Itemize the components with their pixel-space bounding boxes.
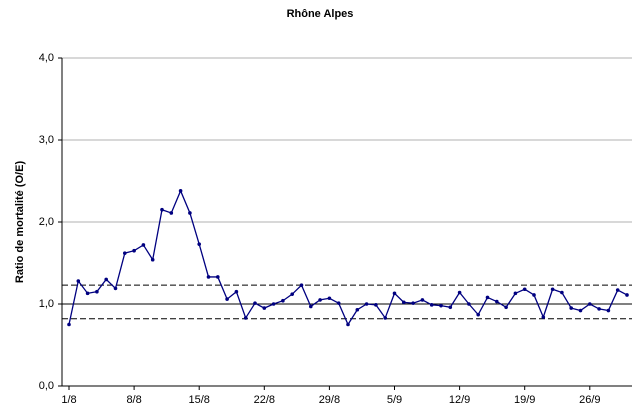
- point: [550, 287, 555, 292]
- point: [132, 248, 136, 253]
- point: [476, 312, 481, 317]
- y-tick-label: 1,0: [39, 298, 54, 310]
- point: [346, 322, 350, 327]
- point: [364, 302, 369, 306]
- point: [504, 305, 508, 310]
- point: [290, 292, 295, 296]
- point: [309, 304, 313, 309]
- point: [569, 306, 573, 310]
- point: [76, 279, 81, 283]
- point: [522, 287, 527, 292]
- point: [411, 301, 415, 305]
- point: [253, 301, 257, 305]
- point: [160, 207, 164, 212]
- point: [178, 189, 183, 193]
- point: [104, 277, 108, 282]
- x-tick-label: 29/8: [319, 394, 340, 406]
- x-tick-label: 12/9: [449, 394, 470, 406]
- point: [597, 307, 601, 311]
- y-axis-label: Ratio de mortalité (O/E): [14, 161, 26, 284]
- point: [485, 295, 490, 300]
- point: [439, 303, 443, 308]
- point: [392, 291, 397, 296]
- point: [169, 211, 174, 215]
- point: [188, 211, 192, 215]
- y-tick-label: 0,0: [39, 380, 54, 392]
- point: [532, 293, 536, 297]
- point: [457, 290, 462, 295]
- point: [625, 293, 629, 297]
- point: [448, 305, 453, 310]
- point: [513, 291, 518, 296]
- point: [299, 283, 304, 287]
- chart-title: Rhône Alpes: [287, 8, 354, 20]
- y-tick-label: 2,0: [39, 216, 54, 228]
- point: [243, 316, 248, 320]
- point: [615, 288, 620, 292]
- point: [467, 302, 471, 306]
- point: [402, 300, 406, 305]
- point: [541, 315, 546, 319]
- point: [281, 298, 285, 303]
- point: [420, 298, 425, 302]
- point: [606, 308, 611, 313]
- point: [197, 242, 201, 246]
- x-tick-label: 26/9: [579, 394, 600, 406]
- x-tick-label: 8/8: [126, 394, 141, 406]
- point: [113, 286, 118, 291]
- x-tick-label: 19/9: [514, 394, 535, 406]
- point: [67, 322, 71, 327]
- y-tick-label: 3,0: [39, 134, 54, 146]
- point: [123, 251, 127, 255]
- point: [271, 302, 276, 306]
- point: [318, 298, 322, 302]
- point: [206, 275, 211, 279]
- point: [578, 308, 583, 313]
- point: [336, 301, 341, 305]
- point: [225, 297, 229, 301]
- point: [383, 316, 388, 320]
- y-tick-label: 4,0: [39, 52, 54, 64]
- point: [495, 299, 499, 304]
- x-tick-label: 15/8: [188, 394, 209, 406]
- point: [327, 296, 332, 301]
- point: [234, 289, 239, 294]
- x-tick-label: 22/8: [254, 394, 275, 406]
- point: [560, 290, 564, 295]
- x-tick-label: 1/8: [61, 394, 76, 406]
- point: [374, 303, 378, 307]
- point: [216, 275, 220, 279]
- point: [141, 243, 146, 247]
- point: [95, 289, 99, 294]
- point: [262, 306, 267, 310]
- point: [588, 302, 592, 306]
- x-tick-label: 5/9: [387, 394, 402, 406]
- point: [429, 303, 434, 307]
- point: [150, 257, 155, 262]
- point: [85, 291, 90, 296]
- point: [355, 307, 360, 312]
